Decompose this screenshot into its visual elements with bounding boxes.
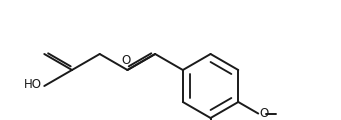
Text: O: O — [122, 54, 131, 67]
Text: HO: HO — [24, 78, 42, 91]
Text: O: O — [259, 107, 268, 120]
